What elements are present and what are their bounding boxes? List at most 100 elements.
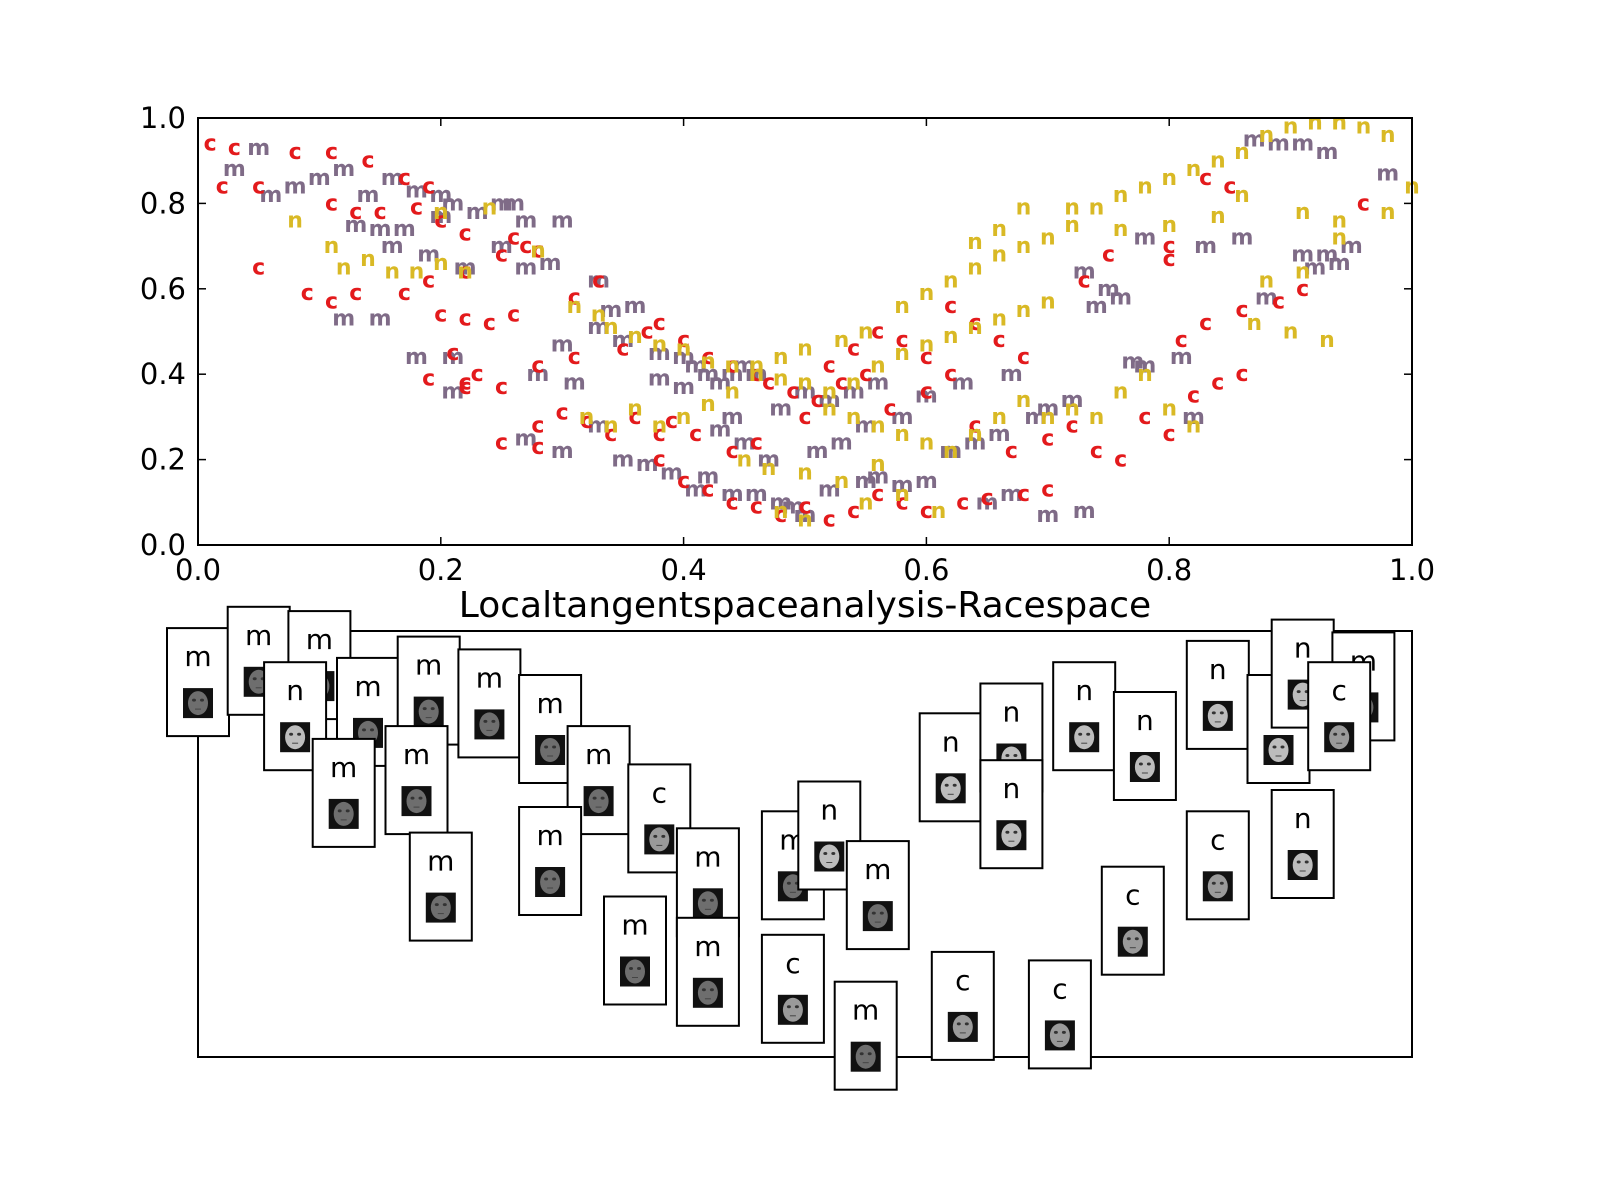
scatter-point-c: c (556, 401, 569, 426)
scatter-point-n: n (700, 349, 716, 374)
scatter-point-c: c (798, 405, 811, 430)
scatter-point-n: n (1234, 140, 1250, 165)
scatter-point-n: n (1283, 320, 1299, 345)
image-card-label: c (652, 776, 667, 809)
scatter-point-c: c (204, 132, 217, 157)
scatter-point-c: c (216, 174, 229, 199)
scatter-point-n: n (579, 405, 595, 430)
scatter-point-c: c (1090, 439, 1103, 464)
scatter-point-n: n (1089, 405, 1105, 430)
scatter-point-c: c (981, 486, 994, 511)
face-eye (1013, 830, 1018, 834)
scatter-point-c: c (920, 379, 933, 404)
scatter-point-c: c (653, 311, 666, 336)
scatter-point-c: c (1005, 439, 1018, 464)
top-plot-frame (197, 117, 1413, 546)
image-card-label: n (1003, 696, 1021, 729)
scatter-point-c: c (859, 362, 872, 387)
scatter-point-m: m (1376, 162, 1399, 187)
scatter-point-c: c (580, 409, 593, 434)
bottom-image-plot: mmmnmmmmmmmmmcmmmnmcmmnnnnncccnnnmccn Lo… (166, 585, 1413, 1091)
scatter-point-c: c (459, 260, 472, 285)
scatter-point-c: c (689, 422, 702, 447)
scatter-point-c: c (701, 345, 714, 370)
scatter-point-n: n (894, 422, 910, 447)
image-card-label: m (694, 930, 721, 963)
scatter-point-n: n (967, 230, 983, 255)
scatter-point-n: n (797, 337, 813, 362)
scatter-point-m: m (660, 460, 683, 485)
scatter-point-c: c (1163, 247, 1176, 272)
scatter-point-m: m (259, 183, 282, 208)
scatter-point-n: n (858, 320, 874, 345)
scatter-point-c: c (446, 341, 459, 366)
scatter-point-c: c (968, 413, 981, 438)
face-oval (430, 895, 451, 920)
image-card-label: m (476, 661, 503, 694)
face-eye (491, 719, 496, 723)
scatter-point-n: n (1113, 217, 1129, 242)
scatter-point-c: c (944, 362, 957, 387)
scatter-point-c: c (665, 409, 678, 434)
face-oval (940, 776, 961, 801)
image-card: m (311, 737, 376, 848)
scatter-point-n: n (287, 209, 303, 234)
scatter-point-m: m (1133, 226, 1156, 251)
face-oval (588, 789, 609, 814)
scatter-point-c: c (1235, 298, 1248, 323)
scatter-point-m: m (344, 213, 367, 238)
scatter-point-c: c (762, 371, 775, 396)
face-oval (540, 870, 561, 894)
image-card-label: m (694, 840, 721, 873)
scatter-point-n: n (1016, 234, 1032, 259)
scatter-point-n: n (724, 354, 740, 379)
face-eye (823, 852, 828, 855)
scatter-point-m: m (1328, 251, 1351, 276)
scatter-point-n: n (1295, 200, 1311, 225)
image-card-label: c (785, 947, 800, 980)
face-oval (285, 725, 306, 750)
face-eye (637, 967, 641, 970)
face-eye (418, 796, 423, 800)
scatter-point-m: m (818, 478, 841, 503)
scatter-point-n: n (1113, 183, 1129, 208)
scatter-point-c: c (1199, 311, 1212, 336)
scatter-point-m: m (1109, 285, 1132, 310)
scatter-point-m: m (939, 439, 962, 464)
scatter-point-c: c (871, 320, 884, 345)
scatter-point-n: n (627, 396, 643, 421)
image-card: m (408, 831, 473, 942)
scatter-point-c: c (471, 362, 484, 387)
scatter-point-n: n (1016, 196, 1032, 221)
scatter-point-m: m (223, 157, 246, 182)
face-eye (552, 745, 557, 749)
scatter-point-m: m (733, 431, 756, 456)
scatter-point-m: m (636, 452, 659, 477)
face-oval (867, 904, 888, 929)
scatter-point-n: n (991, 243, 1007, 268)
scatter-point-n: n (1356, 115, 1372, 140)
scatter-point-c: c (726, 490, 739, 515)
scatter-point-n: n (797, 371, 813, 396)
image-card: m (518, 806, 583, 916)
scatter-point-c: c (616, 337, 629, 362)
scatter-point-n: n (858, 490, 874, 515)
y-tick-label: 0.6 (140, 272, 186, 306)
image-card: m (675, 916, 740, 1027)
scatter-point-m: m (757, 448, 780, 473)
face-eye (1304, 860, 1309, 864)
scatter-point-m: m (866, 465, 889, 490)
scatter-point-m: m (721, 362, 744, 387)
face-eye (410, 796, 415, 800)
face-eye (252, 677, 257, 681)
scatter-point-m: m (1340, 234, 1363, 259)
scatter-point-n: n (1161, 396, 1177, 421)
image-card-label: n (1294, 632, 1312, 665)
scatter-point-m: m (539, 251, 562, 276)
scatter-point-n: n (409, 260, 425, 285)
face-eye (1134, 937, 1139, 941)
scatter-point-m: m (1170, 345, 1193, 370)
scatter-point-n: n (797, 460, 813, 485)
scatter-point-n: n (384, 260, 400, 285)
scatter-point-c: c (1041, 478, 1054, 503)
